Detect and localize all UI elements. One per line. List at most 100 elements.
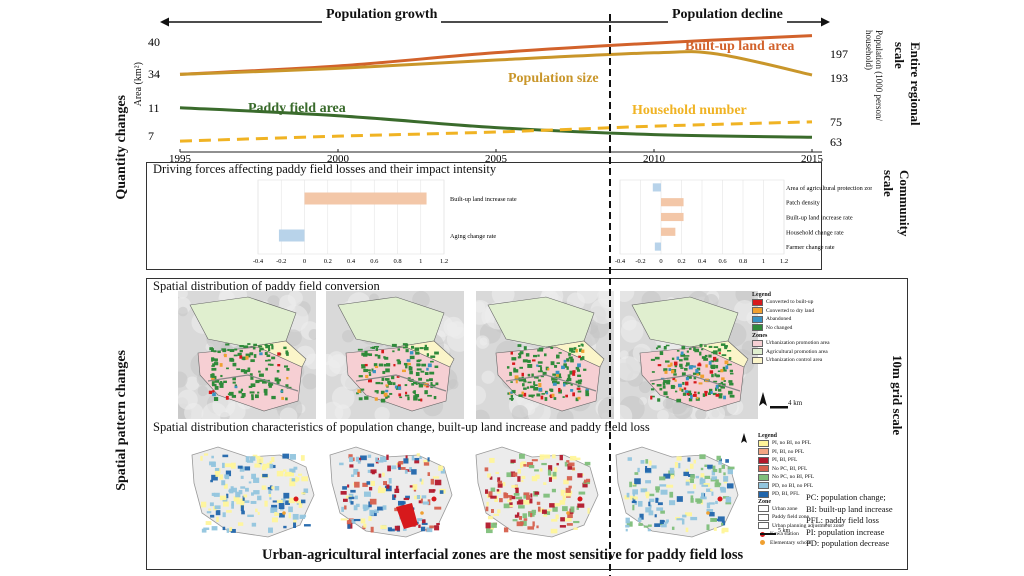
bar-x-tick: -0.2 [276,258,286,265]
characteristics-legend-item-label: PI, BI, PFL [772,457,798,464]
conversion-legend-item-row: Converted to built-up [752,298,862,307]
bar-built-up-land-increase-rate [304,192,427,205]
left-tick-label: 34 [148,67,160,81]
spatial-pattern-changes-label: Spatial pattern changes [114,350,129,491]
right-tick-label: 193 [830,71,848,85]
conversion-legend-item-label: Converted to dry land [766,307,815,314]
grid-scale-label: 10m grid scale [890,355,905,436]
conversion-map [326,291,464,419]
conversion-zone-item-row: Urbanization promotion area [752,339,862,348]
bar-x-tick: -0.4 [615,258,626,265]
scale-bar-2-label: 5 km [778,528,791,534]
characteristics-legend-item-row: PI, BI, PFL [758,456,838,465]
characteristics-legend-item-swatch [758,490,769,498]
bar-label: Household change rate [786,229,844,236]
characteristics-legend-item-row: PD, no BI, no PFL [758,482,838,491]
bar-household-change-rate [661,227,676,236]
bar-label: Aging change rate [450,233,496,240]
period-divider-line [609,14,611,576]
conversion-legend-item-row: Abandoned [752,315,862,324]
conversion-legend-item-swatch [752,324,763,332]
characteristics-legend-item-label: PI, no BI, no PFL [772,440,812,447]
location-dot-icon [760,540,765,546]
bar-label: Farmer change rate [786,244,835,251]
conversion-map [620,291,758,419]
conversion-zone-item-swatch [752,339,763,347]
conversion-zone-item-row: Urbanization control area [752,356,862,365]
abbreviation-line: BI: built-up land increase [806,503,893,514]
conversion-legend-item-swatch [752,298,763,306]
characteristics-legend-item-row: No PC, no BI, PFL [758,473,838,482]
bar-built-up-land-increase-rate [661,212,684,222]
characteristics-legend-title: Legend [758,433,778,439]
bar-x-tick: 0.2 [324,258,332,265]
bar-x-tick: 0.6 [370,258,379,265]
characteristics-map [472,433,602,541]
abbreviation-line: PI: population increase [806,526,885,537]
conversion-legend-item-swatch [752,307,763,315]
characteristics-legend-item-label: PD, no BI, no PFL [772,482,814,489]
conversion-legend-item-swatch [752,315,763,323]
bar-x-tick: 0.4 [698,258,707,265]
characteristics-legend-item-label: No PC, no BI, PFL [772,474,815,481]
characteristics-legend-item-swatch [758,439,769,447]
characteristics-point-label: Elementary school [770,539,812,546]
characteristics-legend-item-swatch [758,482,769,490]
conversion-legend-item-row: Converted to dry land [752,307,862,316]
characteristics-legend-item-label: No PC, BI, PFL [772,465,808,472]
bar-label: Area of agricultural protection zones [786,185,872,192]
series-label: Population size [508,71,599,86]
abbreviation-line: PFL: paddy field loss [806,515,879,525]
bar-label: Built-up land increase rate [786,215,853,222]
characteristics-legend-item-swatch [758,473,769,481]
conversion-panel-title: Spatial distribution of paddy field conv… [153,279,380,293]
bar-x-tick: 1 [762,258,765,265]
right-tick-label: 197 [830,47,848,61]
bar-x-tick: 0 [303,258,306,265]
bar-x-tick: 0.4 [347,258,356,265]
conversion-legend-item-label: No changed [766,324,793,331]
bar-x-tick: 0.8 [739,258,747,265]
characteristics-point-row: Elementary school [758,539,838,548]
conversion-zone-item-label: Urbanization promotion area [766,340,830,347]
bar-x-tick: 1.2 [780,258,788,265]
characteristics-zone-item-row: Urban zone [758,505,838,514]
left-tick-label: 7 [148,129,154,143]
characteristics-legend-item-row: PI, BI, no PFL [758,448,838,457]
characteristics-panel-title: Spatial distribution characteristics of … [153,420,650,434]
abbreviation-notes: PC: population change; BI: built-up land … [806,492,893,550]
north-arrow-icon [759,392,767,406]
characteristics-legend-item-swatch [758,465,769,473]
quantity-changes-label: Quantity changes [114,95,129,200]
conversion-zone-item-swatch [752,356,763,364]
characteristics-zones-title: Zone [758,498,772,505]
series-label: Household number [632,103,747,118]
north-arrow-icon-2 [741,433,747,443]
regional-line-chart: 1995 2000 2005 2010 201540341171971937563Bui… [148,34,848,165]
series-label: Paddy field area [248,101,346,116]
characteristics-legend-item-label: PD, BI, PFL [772,491,800,498]
bar-label: Built-up land increase rate [450,196,517,203]
abbreviation-line: PC: population change; [806,492,886,502]
bar-patch-density [661,198,684,207]
right-tick-label: 75 [830,115,842,129]
conversion-zones-title: Zones [752,333,768,339]
community-panel-title: Driving forces affecting paddy field los… [153,162,497,176]
series-line-household-number [179,120,813,143]
conversion-zone-item-label: Urbanization control area [766,357,823,364]
community-panel [146,162,822,270]
conversion-map [476,291,614,419]
conversion-zone-item-row: Agricultural promotion area [752,348,862,357]
characteristics-legend: Legend PI, no BI, no PFL PI, BI, no PFL PI… [758,433,844,548]
characteristics-zone-item-row: Paddy field zone [758,513,838,522]
bar-x-tick: -0.2 [635,258,645,265]
growth-driving-forces-chart: -0.4 -0.2 0 0.2 0.4 0.6 0.8 1 1.2 Built-up land i… [253,179,517,265]
bar-x-tick: 0 [659,258,662,265]
bar-x-tick: 1.2 [440,258,448,265]
bar-aging-change-rate [278,229,305,242]
left-tick-label: 11 [148,101,160,115]
conversion-legend-title: Legend [752,292,772,298]
characteristics-map [188,433,318,541]
grid-panel [146,278,908,570]
characteristics-zone-item-swatch [758,505,769,513]
